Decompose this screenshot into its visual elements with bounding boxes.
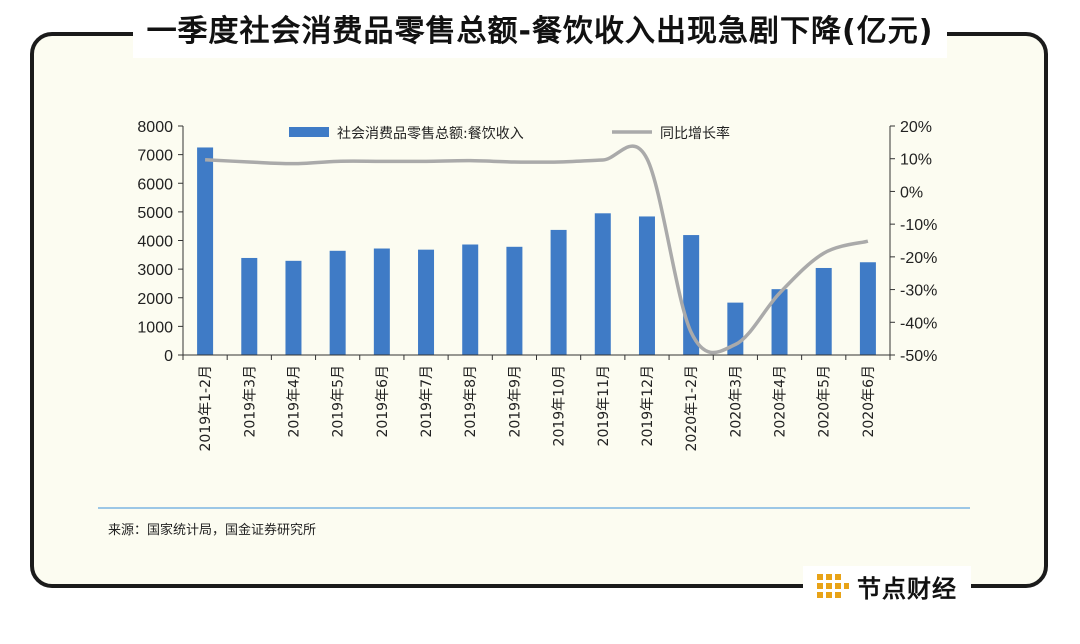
left-tick-label-1: 1000 — [137, 319, 173, 336]
x-tick-label-7: 2019年9月 — [507, 365, 523, 438]
bar-11 — [683, 235, 700, 355]
x-tick-label-13: 2020年4月 — [773, 365, 789, 438]
brand-name: 节点财经 — [857, 574, 957, 603]
bar-2 — [285, 260, 302, 355]
right-tick-label-3: -20% — [900, 250, 937, 267]
legend-label-line: 同比增长率 — [660, 125, 730, 142]
bar-14 — [815, 267, 832, 355]
grid-logo-icon — [817, 574, 849, 598]
x-tick-label-8: 2019年10月 — [552, 365, 568, 446]
x-tick-label-9: 2019年11月 — [596, 365, 612, 446]
left-tick-label-2: 2000 — [137, 291, 173, 308]
x-tick-label-11: 2020年1-2月 — [684, 365, 700, 452]
bars-group — [197, 147, 876, 355]
right-tick-label-2: -30% — [900, 283, 937, 300]
x-tick-label-5: 2019年7月 — [419, 365, 435, 438]
x-tick-label-6: 2019年8月 — [463, 365, 479, 438]
chart-title: 一季度社会消费品零售总额-餐饮收入出现急剧下降(亿元) — [132, 6, 948, 58]
right-tick-label-7: 20% — [900, 119, 932, 136]
bar-7 — [506, 246, 523, 355]
bar-4 — [373, 248, 390, 355]
left-tick-label-0: 0 — [164, 348, 173, 365]
legend-swatch-bar — [289, 127, 329, 137]
x-tick-label-0: 2019年1-2月 — [198, 365, 214, 452]
brand: 节点财经 — [803, 566, 971, 606]
left-tick-label-5: 5000 — [137, 205, 173, 222]
bar-3 — [329, 250, 346, 355]
x-tick-label-15: 2020年6月 — [861, 365, 877, 438]
bar-0 — [197, 147, 214, 355]
left-tick-label-6: 6000 — [137, 176, 173, 193]
axes-group: 0 1000 2000 3000 4000 5000 6000 7000 8000 -50% -40… — [137, 119, 937, 452]
legend-label-bar: 社会消费品零售总额:餐饮收入 — [337, 126, 524, 142]
legend: 社会消费品零售总额:餐饮收入 同比增长率 — [289, 125, 730, 142]
left-tick-label-3: 3000 — [137, 262, 173, 279]
right-tick-label-1: -40% — [900, 315, 937, 332]
bar-15 — [859, 262, 876, 355]
right-tick-label-0: -50% — [900, 348, 937, 365]
line-layer — [204, 144, 869, 355]
x-tick-label-1: 2019年3月 — [242, 365, 258, 438]
x-tick-label-12: 2020年3月 — [728, 365, 744, 438]
right-tick-label-5: 0% — [900, 184, 923, 201]
x-tick-label-2: 2019年4月 — [286, 365, 302, 438]
bar-8 — [550, 229, 567, 355]
left-tick-label-8: 8000 — [137, 119, 173, 136]
bar-13 — [771, 289, 788, 355]
bar-1 — [241, 257, 258, 355]
bar-9 — [594, 213, 611, 355]
x-tick-label-10: 2019年12月 — [640, 365, 656, 446]
right-tick-label-6: 10% — [900, 152, 932, 169]
x-tick-label-14: 2020年5月 — [817, 365, 833, 438]
bar-5 — [418, 249, 435, 355]
bar-10 — [638, 216, 655, 355]
line-yoy-growth — [205, 144, 869, 355]
x-tick-label-4: 2019年6月 — [375, 365, 391, 438]
bar-6 — [462, 244, 479, 355]
source-note: 来源：国家统计局，国金证券研究所 — [108, 523, 317, 538]
right-tick-label-4: -10% — [900, 217, 937, 234]
x-tick-label-3: 2019年5月 — [331, 365, 347, 438]
left-tick-label-4: 4000 — [137, 234, 173, 251]
title-wrap: 一季度社会消费品零售总额-餐饮收入出现急剧下降(亿元) — [0, 6, 1080, 58]
left-tick-label-7: 7000 — [137, 148, 173, 165]
